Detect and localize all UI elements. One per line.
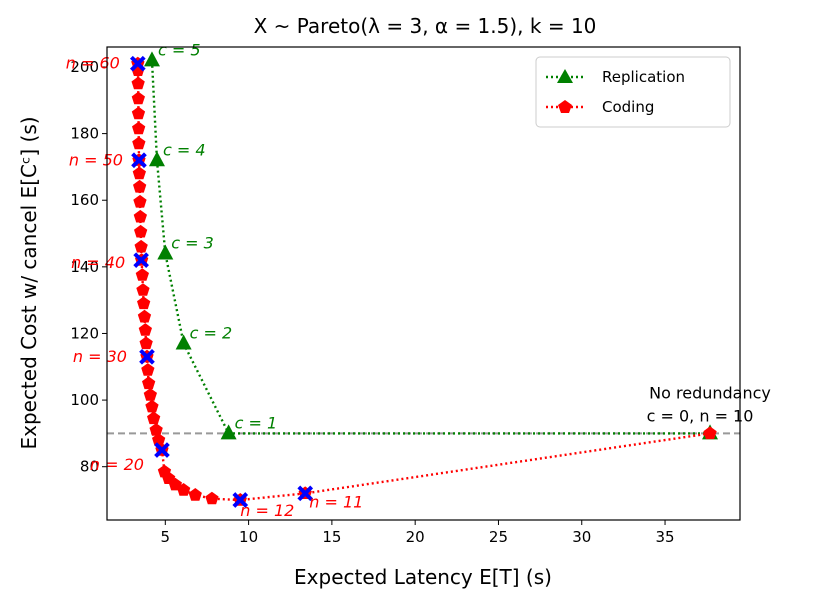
coding-marker-8 bbox=[157, 464, 172, 478]
coding-highlight-x-b-3 bbox=[139, 348, 155, 365]
coding-marker-13 bbox=[145, 399, 159, 413]
x-tick-label-15: 15 bbox=[322, 528, 341, 546]
coding-label-6: n = 60 bbox=[66, 54, 120, 73]
coding-highlight-4 bbox=[133, 252, 149, 269]
legend-replication-marker bbox=[557, 69, 573, 83]
coding-label-5: n = 50 bbox=[69, 150, 123, 169]
coding-marker-4 bbox=[188, 488, 202, 501]
coding-marker-36 bbox=[131, 76, 145, 90]
legend: Replication Coding bbox=[535, 56, 731, 128]
coding-marker-23 bbox=[135, 268, 149, 281]
coding-marker-33 bbox=[132, 121, 146, 135]
coding-marker-16 bbox=[141, 363, 155, 376]
replication-label-5: c = 5 bbox=[158, 40, 201, 59]
replication-line bbox=[150, 60, 711, 435]
y-tick-label-80: 80 bbox=[80, 458, 99, 476]
coding-marker-19 bbox=[138, 323, 152, 336]
legend-replication-label: Replication bbox=[602, 68, 685, 86]
y-tick-label-160: 160 bbox=[70, 191, 99, 209]
x-tick-label-20: 20 bbox=[406, 528, 425, 546]
x-tick-label-30: 30 bbox=[572, 528, 591, 546]
x-tick-label-35: 35 bbox=[655, 528, 674, 546]
replication-label-1: c = 1 bbox=[235, 413, 278, 432]
coding-highlight-3 bbox=[139, 348, 155, 365]
replication-label-2: c = 2 bbox=[190, 323, 233, 342]
x-axis-label: Expected Latency E[T] (s) bbox=[294, 565, 552, 589]
coding-highlight-0 bbox=[297, 485, 314, 502]
coding-marker-34 bbox=[131, 106, 146, 120]
chart-title: X ~ Pareto(λ = 3, α = 1.5), k = 10 bbox=[254, 14, 597, 38]
y-tick-label-120: 120 bbox=[70, 324, 99, 342]
coding-marker-14 bbox=[143, 388, 157, 401]
coding-label-4: n = 40 bbox=[71, 253, 125, 272]
coding-marker-35 bbox=[131, 91, 145, 105]
coding-label-0: n = 11 bbox=[309, 492, 363, 511]
replication-marker-5 bbox=[143, 51, 160, 67]
coding-label-3: n = 30 bbox=[73, 347, 127, 366]
coding-label-1: n = 12 bbox=[240, 501, 294, 520]
plot-frame bbox=[106, 46, 741, 521]
replication-marker-2 bbox=[175, 334, 192, 350]
coding-label-2: n = 20 bbox=[90, 455, 144, 474]
coding-marker-21 bbox=[137, 296, 151, 310]
coding-marker-20 bbox=[137, 309, 152, 323]
coding-marker-32 bbox=[132, 136, 146, 150]
coding-highlight-x-b-1 bbox=[232, 492, 249, 508]
coding-marker-0 bbox=[703, 426, 717, 440]
replication-label-3: c = 3 bbox=[171, 234, 214, 253]
coding-marker-26 bbox=[134, 224, 148, 238]
coding-marker-12 bbox=[147, 411, 161, 425]
coding-highlight-x-b-4 bbox=[133, 252, 149, 269]
replication-marker-3 bbox=[157, 244, 174, 260]
coding-highlight-x-b-6 bbox=[129, 55, 146, 72]
coding-marker-18 bbox=[139, 336, 153, 350]
coding-highlight-1 bbox=[232, 492, 249, 508]
replication-marker-4 bbox=[148, 151, 165, 167]
no-redundancy-sublabel: c = 0, n = 10 bbox=[647, 406, 754, 425]
y-tick-label-200: 200 bbox=[70, 58, 99, 76]
coding-marker-30 bbox=[132, 166, 146, 180]
legend-box bbox=[535, 56, 731, 128]
y-tick-label-180: 180 bbox=[70, 125, 99, 143]
replication-marker-1 bbox=[220, 424, 237, 440]
legend-coding-marker bbox=[558, 100, 572, 113]
coding-highlight-6 bbox=[129, 55, 146, 72]
coding-marker-27 bbox=[133, 209, 147, 223]
coding-marker-3 bbox=[205, 491, 219, 505]
coding-marker-11 bbox=[149, 423, 163, 436]
legend-coding-label: Coding bbox=[602, 98, 654, 116]
x-tick-label-5: 5 bbox=[161, 528, 171, 546]
replication-label-4: c = 4 bbox=[163, 140, 206, 159]
x-tick-label-10: 10 bbox=[239, 528, 258, 546]
no-redundancy-label: No redundancy bbox=[649, 383, 771, 402]
x-tick-label-25: 25 bbox=[489, 528, 508, 546]
coding-highlight-2 bbox=[154, 442, 170, 458]
y-axis-label: Expected Cost w/ cancel E[Cᶜ] (s) bbox=[17, 116, 41, 449]
coding-marker-25 bbox=[134, 239, 148, 253]
coding-marker-29 bbox=[133, 179, 147, 193]
y-tick-label-140: 140 bbox=[70, 258, 99, 276]
coding-highlight-5 bbox=[131, 152, 147, 169]
coding-marker-15 bbox=[142, 376, 156, 390]
coding-highlight-x-b-5 bbox=[131, 152, 147, 169]
coding-marker-22 bbox=[136, 283, 150, 296]
y-tick-label-100: 100 bbox=[70, 391, 99, 409]
coding-highlight-x-b-2 bbox=[154, 442, 170, 458]
coding-marker-10 bbox=[152, 433, 166, 446]
coding-marker-28 bbox=[133, 194, 147, 208]
coding-highlight-x-b-0 bbox=[297, 485, 314, 502]
